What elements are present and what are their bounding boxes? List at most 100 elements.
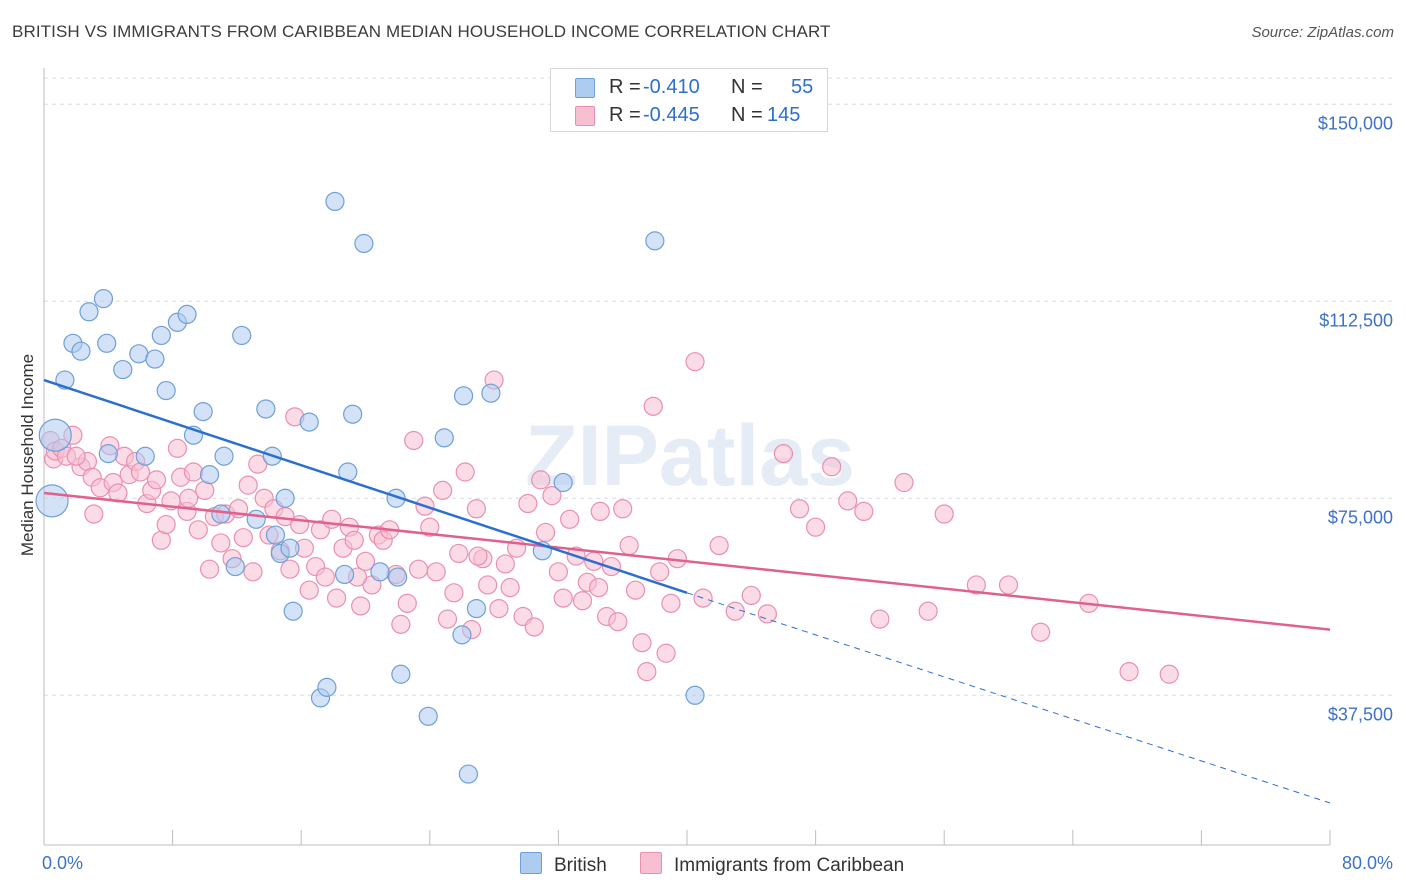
- caribbean-point: [289, 514, 310, 535]
- british-point: [193, 401, 213, 422]
- caribbean-point: [199, 559, 220, 579]
- british-point: [211, 504, 231, 524]
- british-point: [177, 304, 197, 325]
- caribbean-point: [998, 575, 1019, 595]
- caribbean-point: [588, 577, 609, 598]
- british-point: [135, 446, 155, 466]
- x-tick-label-left: 0.0%: [42, 853, 83, 873]
- caribbean-point: [233, 528, 253, 548]
- caribbean-point: [449, 543, 469, 564]
- british-point: [79, 302, 99, 322]
- y-tick-label: $150,000: [1318, 113, 1393, 133]
- british-trend-extension: [686, 592, 1331, 804]
- caribbean-point: [489, 598, 509, 619]
- british-point: [434, 428, 454, 448]
- british-point: [370, 562, 390, 582]
- british-points: [35, 191, 705, 784]
- caribbean-point: [299, 580, 319, 600]
- caribbean-point: [326, 588, 347, 608]
- british-point: [418, 706, 438, 726]
- trend-lines: [43, 378, 1331, 804]
- british-point: [93, 289, 114, 309]
- caribbean-point: [524, 617, 544, 637]
- r-value: -0.410: [643, 76, 700, 98]
- british-point: [145, 349, 165, 369]
- caribbean-point: [1159, 664, 1179, 684]
- caribbean-point: [572, 591, 593, 611]
- r-label: R =: [609, 104, 641, 126]
- caribbean-point: [391, 614, 411, 634]
- british-point: [453, 386, 474, 406]
- caribbean-point: [966, 575, 986, 595]
- caribbean-legend-label: Immigrants from Caribbean: [674, 855, 905, 876]
- caribbean-point: [455, 462, 475, 482]
- x-tick-label-right: 80.0%: [1342, 853, 1393, 873]
- caribbean-point: [167, 438, 188, 458]
- caribbean-point: [420, 517, 440, 537]
- tick-labels: $37,500 $75,000 $112,500 $150,000 0.0% 80.0%: [42, 113, 1393, 873]
- british-point: [283, 601, 303, 621]
- caribbean-point: [468, 546, 488, 566]
- british-point: [391, 664, 411, 684]
- caribbean-point: [619, 535, 639, 556]
- legend-row-british: R = -0.410 N = 55: [551, 73, 827, 99]
- caribbean-point: [179, 488, 199, 508]
- caribbean-point: [934, 504, 954, 524]
- british-point: [275, 488, 295, 508]
- caribbean-point: [590, 501, 610, 522]
- caribbean-point: [495, 554, 515, 574]
- caribbean-points: [40, 352, 1179, 684]
- n-value: 145: [767, 104, 801, 126]
- british-point: [280, 538, 300, 558]
- caribbean-point: [656, 643, 676, 663]
- british-point: [481, 383, 501, 403]
- caribbean-point: [709, 535, 729, 556]
- caribbean-point: [725, 601, 745, 621]
- british-point: [317, 677, 337, 697]
- british-point: [98, 444, 118, 464]
- gridlines: [44, 77, 1395, 696]
- caribbean-point: [685, 352, 705, 372]
- axes: [43, 68, 1331, 846]
- british-point: [335, 564, 355, 585]
- british-swatch: [575, 78, 595, 98]
- british-point: [553, 472, 573, 493]
- caribbean-point: [650, 562, 670, 582]
- caribbean-point: [560, 509, 580, 529]
- caribbean-point: [870, 609, 890, 629]
- y-tick-label: $37,500: [1328, 704, 1393, 724]
- caribbean-point: [500, 577, 520, 598]
- n-label: N =: [731, 76, 763, 98]
- caribbean-point: [773, 444, 794, 464]
- caribbean-point: [661, 593, 681, 613]
- british-point: [685, 685, 705, 705]
- caribbean-point: [444, 583, 464, 603]
- british-point: [232, 325, 252, 346]
- caribbean-point: [918, 601, 938, 621]
- caribbean-point: [553, 588, 573, 608]
- caribbean-point: [1119, 662, 1139, 682]
- caribbean-point: [397, 593, 417, 613]
- caribbean-point: [805, 517, 826, 537]
- caribbean-point: [548, 562, 569, 582]
- caribbean-swatch: [575, 106, 595, 126]
- watermark-text: ZIPatlas: [525, 408, 855, 504]
- caribbean-point: [426, 562, 446, 582]
- n-label: N =: [731, 104, 763, 126]
- caribbean-point: [404, 430, 424, 451]
- caribbean-point: [613, 499, 633, 519]
- caribbean-point: [188, 520, 208, 540]
- legend-row-caribbean: R = -0.445 N = 145: [551, 101, 827, 127]
- british-point: [299, 412, 319, 432]
- caribbean-point: [280, 559, 300, 579]
- caribbean-point: [315, 567, 335, 587]
- caribbean-point: [625, 580, 646, 600]
- british-legend-label: British: [554, 855, 607, 876]
- caribbean-point: [741, 585, 761, 606]
- british-point: [452, 625, 472, 645]
- caribbean-point: [66, 446, 86, 466]
- caribbean-point: [1031, 622, 1051, 642]
- caribbean-point: [542, 486, 562, 506]
- correlation-legend: R = -0.410 N = 55 R = -0.445 N = 145: [550, 68, 828, 132]
